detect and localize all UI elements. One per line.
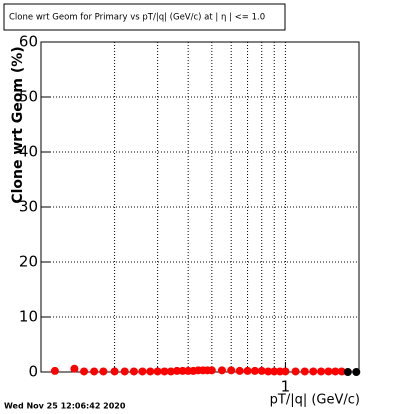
y-axis-label: Clone wrt Geom (%) xyxy=(10,46,26,203)
title-box xyxy=(3,3,286,31)
marker xyxy=(90,367,99,376)
marker xyxy=(309,367,318,376)
marker xyxy=(160,367,169,376)
marker xyxy=(207,366,216,375)
marker xyxy=(243,366,252,375)
y-tick-label: 60 xyxy=(19,33,38,51)
y-tick-label: 0 xyxy=(28,363,38,381)
x-tick-label: 1 xyxy=(281,378,291,396)
marker xyxy=(153,367,162,376)
marker xyxy=(166,367,175,376)
x-axis-label: pT/|q| (GeV/c) xyxy=(270,393,360,408)
marker xyxy=(80,367,89,376)
y-tick-label: 10 xyxy=(19,308,38,326)
marker xyxy=(50,366,59,375)
chart-title: Clone wrt Geom for Primary vs pT/|q| (Ge… xyxy=(9,13,265,23)
y-tick-label: 50 xyxy=(19,88,38,106)
marker xyxy=(270,367,279,376)
marker xyxy=(235,366,244,375)
marker xyxy=(227,366,236,375)
marker xyxy=(337,367,346,376)
y-tick-label: 30 xyxy=(19,198,38,216)
marker xyxy=(146,367,155,376)
marker xyxy=(331,367,340,376)
marker xyxy=(324,367,333,376)
marker xyxy=(110,367,119,376)
marker xyxy=(250,366,259,375)
marker xyxy=(138,367,147,376)
marker xyxy=(343,368,352,376)
marker xyxy=(300,367,309,376)
marker xyxy=(120,367,129,376)
marker xyxy=(317,367,326,376)
marker xyxy=(257,366,266,375)
marker xyxy=(129,367,138,376)
marker xyxy=(217,366,226,375)
marker xyxy=(291,367,300,376)
marker xyxy=(264,367,273,376)
y-tick-label: 20 xyxy=(19,253,38,271)
marker xyxy=(99,367,108,376)
footer-date: Wed Nov 25 12:06:42 2020 xyxy=(4,402,126,411)
marker xyxy=(281,367,290,376)
marker xyxy=(70,364,79,373)
marker xyxy=(352,368,361,376)
y-tick-label: 40 xyxy=(19,143,38,161)
marker xyxy=(172,366,181,375)
